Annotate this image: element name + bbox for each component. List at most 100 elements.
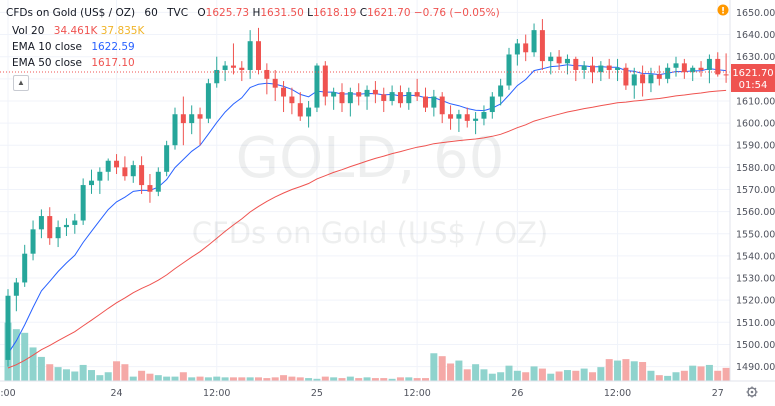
symbol-name[interactable]: CFDs on Gold (US$ / OZ) bbox=[6, 7, 136, 19]
candle bbox=[72, 213, 78, 234]
volume-bar bbox=[221, 377, 229, 381]
settings-gear-icon[interactable] bbox=[746, 386, 758, 398]
candle-body bbox=[590, 65, 595, 73]
volume-bar bbox=[472, 364, 480, 381]
volume-bar bbox=[380, 378, 388, 381]
candle bbox=[665, 63, 671, 84]
candle bbox=[180, 96, 186, 146]
volume-bar bbox=[563, 370, 571, 381]
candle-body bbox=[356, 92, 362, 97]
legend-ema50[interactable]: EMA 50 close 1617.10 bbox=[6, 55, 500, 71]
volume-bar bbox=[605, 359, 613, 381]
candle bbox=[314, 63, 320, 113]
volume-bar bbox=[455, 360, 463, 381]
candle bbox=[690, 65, 696, 82]
volume-bar bbox=[88, 370, 95, 381]
volume-bar bbox=[104, 372, 112, 381]
legend-collapse-chevron-icon[interactable]: ▲ bbox=[13, 75, 29, 91]
candle-body bbox=[715, 58, 721, 75]
volume-bar bbox=[238, 377, 246, 381]
candle bbox=[55, 220, 61, 248]
candle-body bbox=[306, 107, 312, 117]
volume-bar bbox=[37, 356, 45, 381]
candle bbox=[556, 50, 562, 70]
y-tick-label: 1490.00 bbox=[736, 362, 775, 373]
candle bbox=[498, 78, 504, 106]
alert-icon[interactable]: ! bbox=[717, 4, 729, 17]
candle-body bbox=[389, 92, 395, 101]
candle bbox=[230, 43, 236, 75]
candle-body bbox=[80, 185, 86, 221]
candle-body bbox=[247, 41, 253, 70]
volume-bar bbox=[213, 376, 221, 381]
volume-bar bbox=[622, 359, 630, 381]
volume-bar bbox=[647, 370, 655, 381]
candle bbox=[47, 207, 53, 245]
candle bbox=[514, 38, 520, 66]
candle-body bbox=[147, 185, 153, 192]
volume-bar bbox=[355, 378, 363, 381]
candle-body bbox=[155, 171, 161, 192]
ema10-value: 1622.59 bbox=[91, 41, 135, 53]
y-tick-label: 1570.00 bbox=[736, 185, 775, 196]
candle bbox=[715, 52, 721, 77]
candle-body bbox=[205, 83, 211, 119]
candle bbox=[30, 220, 36, 261]
candle bbox=[13, 278, 19, 312]
candle bbox=[564, 54, 570, 75]
last-price-label: 1621.70 01:54 bbox=[731, 64, 775, 92]
y-tick-label: 1580.00 bbox=[736, 163, 775, 174]
ema50-value: 1617.10 bbox=[91, 57, 135, 69]
y-tick-label: 1550.00 bbox=[736, 229, 775, 240]
volume-bar bbox=[46, 364, 54, 381]
candle bbox=[247, 30, 253, 79]
ema50-label: EMA 50 close bbox=[12, 57, 82, 69]
volume-bar bbox=[664, 375, 672, 381]
candle-body bbox=[631, 74, 637, 86]
candle-body bbox=[114, 160, 120, 168]
price-axis[interactable]: 1490.00 1500.00 1510.00 1520.00 1530.00 1540.… bbox=[736, 8, 775, 373]
symbol-watermark: GOLD, 60 CFDs on Gold (US$ / OZ) bbox=[192, 126, 548, 250]
volume-bar bbox=[722, 367, 730, 381]
candle bbox=[89, 169, 94, 194]
low-value: 1618.19 bbox=[312, 7, 357, 19]
candle bbox=[548, 52, 554, 75]
volume-bar bbox=[179, 372, 187, 381]
candle bbox=[172, 107, 178, 150]
candle bbox=[464, 107, 470, 128]
symbol-row[interactable]: CFDs on Gold (US$ / OZ) 60 TVC O1625.73 … bbox=[6, 4, 500, 23]
legend-ema10[interactable]: EMA 10 close 1622.59 bbox=[6, 39, 500, 55]
candle bbox=[364, 85, 370, 110]
volume-bar bbox=[513, 370, 521, 381]
volume-bar bbox=[363, 377, 371, 381]
candle bbox=[431, 89, 437, 117]
candle-body bbox=[122, 167, 128, 177]
volume-bar bbox=[146, 373, 154, 381]
candle bbox=[539, 19, 545, 70]
candle bbox=[63, 218, 69, 236]
ema50-line bbox=[7, 89, 727, 369]
volume-bar bbox=[71, 371, 79, 381]
candle-body bbox=[681, 63, 687, 73]
candle-body bbox=[598, 65, 604, 73]
y-tick-label: 1590.00 bbox=[736, 141, 775, 152]
volume-bar bbox=[138, 370, 146, 381]
candle-body bbox=[364, 89, 370, 97]
y-tick-label: 1530.00 bbox=[736, 274, 775, 285]
volume-bar bbox=[29, 347, 37, 381]
volume-bar bbox=[697, 366, 705, 381]
candle-body bbox=[615, 67, 621, 70]
legend-vol[interactable]: Vol 20 34.461K 37.835K bbox=[6, 23, 500, 39]
candle bbox=[205, 78, 211, 124]
candle bbox=[448, 105, 454, 130]
candle bbox=[506, 47, 512, 90]
gridlines bbox=[0, 0, 730, 381]
candle bbox=[473, 112, 479, 135]
volume-bar bbox=[196, 376, 204, 381]
change-value: −0.76 (−0.05%) bbox=[413, 7, 500, 19]
interval-label[interactable]: 60 bbox=[144, 7, 158, 19]
candle-body bbox=[189, 114, 195, 124]
